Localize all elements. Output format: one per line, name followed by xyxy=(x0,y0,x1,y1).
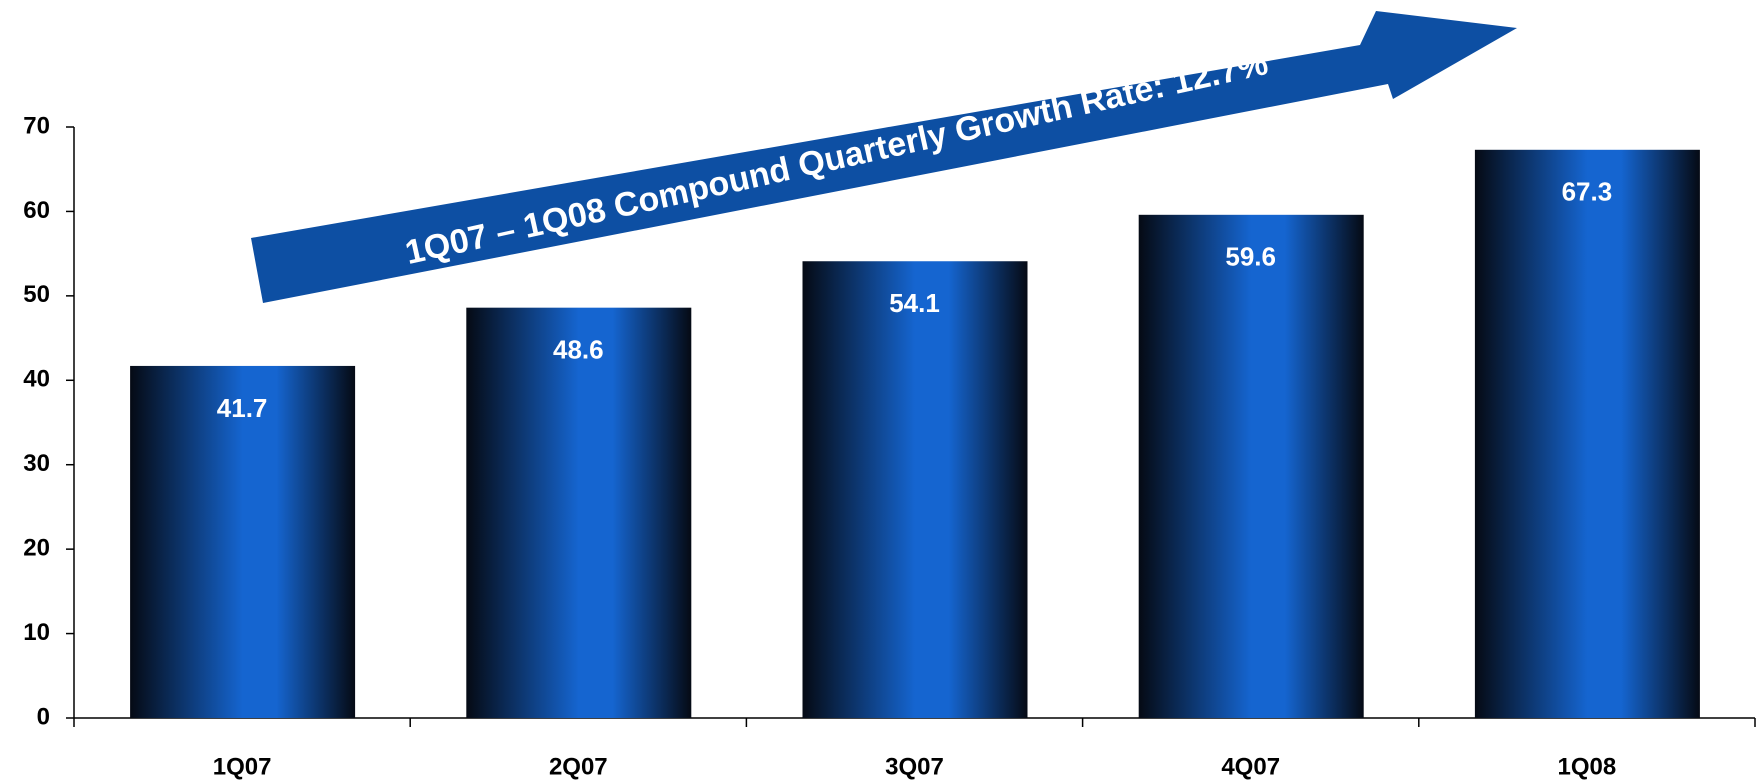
y-tick-label: 40 xyxy=(23,366,50,393)
y-tick-label: 20 xyxy=(23,534,50,561)
x-tick-label: 1Q08 xyxy=(1558,753,1617,780)
y-tick-label: 0 xyxy=(37,703,50,730)
x-tick-label: 4Q07 xyxy=(1221,753,1280,780)
data-label: 67.3 xyxy=(1562,177,1613,207)
data-label: 41.7 xyxy=(217,393,268,423)
y-tick-label: 70 xyxy=(23,112,50,139)
bar xyxy=(1138,214,1364,718)
x-tick-label: 2Q07 xyxy=(549,753,608,780)
bar xyxy=(802,261,1028,718)
bar xyxy=(130,365,356,718)
growth-arrow xyxy=(251,11,1517,303)
y-tick-label: 30 xyxy=(23,450,50,477)
data-label: 48.6 xyxy=(553,335,604,365)
bar xyxy=(1474,149,1700,718)
y-tick-label: 10 xyxy=(23,619,50,646)
y-tick-label: 60 xyxy=(23,197,50,224)
y-tick-label: 50 xyxy=(23,281,50,308)
data-label: 54.1 xyxy=(889,288,940,318)
data-label: 59.6 xyxy=(1225,242,1276,272)
bar xyxy=(466,307,692,718)
x-tick-label: 1Q07 xyxy=(213,753,272,780)
x-tick-label: 3Q07 xyxy=(885,753,944,780)
